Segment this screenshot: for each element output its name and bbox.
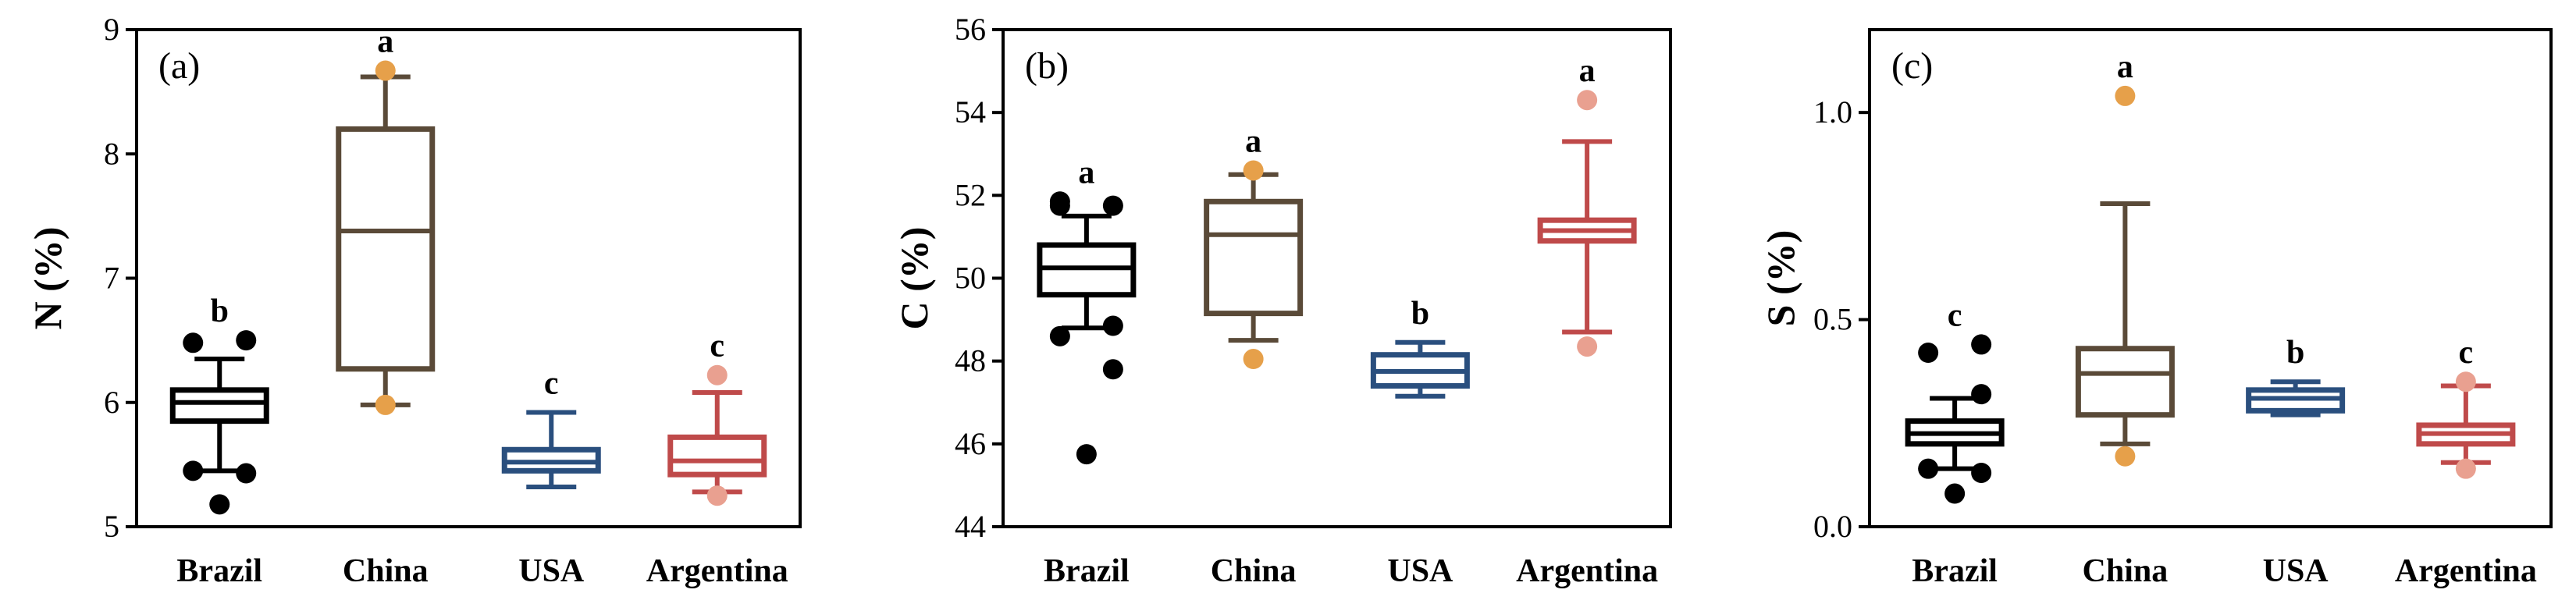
category-label: Brazil [1912, 553, 1998, 589]
outlier-point [236, 330, 257, 351]
box-usa: b [1370, 296, 1470, 399]
y-tick-label: 1.0 [1813, 94, 1852, 130]
y-tick-label: 8 [104, 136, 119, 171]
y-tick-label: 46 [955, 426, 986, 461]
y-tick-label: 5 [104, 509, 119, 544]
outlier-point [183, 332, 204, 353]
box-usa: c [501, 365, 601, 490]
outlier-point [1243, 349, 1264, 370]
significance-letter: b [2286, 335, 2304, 371]
significance-letter: a [2117, 49, 2133, 85]
y-tick-label: 7 [104, 261, 119, 296]
category-label: USA [518, 553, 585, 589]
category-label: Brazil [1044, 553, 1130, 589]
category-label: Brazil [176, 553, 262, 589]
box-iqr [2075, 346, 2175, 418]
box-brazil: b [169, 293, 269, 515]
significance-letter: a [1078, 155, 1094, 190]
category-label: China [1211, 553, 1297, 589]
box-iqr [667, 434, 767, 478]
panel-label: (a) [158, 45, 200, 87]
outlier-point [2115, 446, 2136, 467]
outlier-point [1944, 483, 1966, 504]
outlier-point [706, 364, 728, 385]
outlier-point [375, 60, 396, 81]
y-axis-title: C (%) [892, 227, 936, 330]
outlier-point [1971, 384, 1992, 405]
outlier-point [2455, 458, 2476, 479]
box-china: a [336, 24, 436, 415]
category-label: Argentina [1516, 553, 1658, 589]
outlier-point [1577, 336, 1598, 357]
outlier-point [2455, 371, 2476, 393]
outlier-point [1102, 359, 1123, 380]
significance-letter: a [1245, 123, 1261, 159]
y-tick-label: 44 [955, 509, 986, 544]
category-label: China [2083, 553, 2169, 589]
panel-b: 44 46 48 50 52 54 56 C (%) (b) a Brazil a China b USA a… [892, 12, 1672, 589]
outlier-point [1243, 160, 1264, 181]
panel-label: (c) [1891, 45, 1933, 87]
significance-letter: c [1948, 297, 1962, 333]
outlier-point [1971, 334, 1992, 355]
outlier-point [183, 460, 204, 481]
box-china: a [1204, 123, 1304, 370]
category-label: USA [1387, 553, 1453, 589]
y-tick-label: 56 [955, 12, 986, 47]
y-axis-title: S (%) [1759, 230, 1802, 327]
box-brazil: c [1905, 297, 2005, 504]
outlier-point [1971, 462, 1992, 483]
outlier-point [1102, 195, 1123, 216]
box-iqr [336, 126, 436, 372]
y-tick-label: 54 [955, 94, 986, 130]
significance-letter: a [1579, 53, 1596, 89]
significance-letter: c [544, 365, 559, 401]
panel-a: 5 6 7 8 9 N (%) (a) b Brazil a China c USA c Argentina [26, 12, 802, 589]
category-label: China [343, 553, 429, 589]
box-iqr [169, 387, 269, 425]
panel-label: (b) [1025, 45, 1069, 87]
box-argentina: c [2416, 335, 2516, 479]
significance-letter: a [377, 24, 393, 60]
plot-frame [1868, 28, 2553, 528]
significance-letter: c [2459, 335, 2474, 371]
y-tick-label: 0.5 [1813, 302, 1852, 337]
outlier-point [1076, 444, 1097, 465]
significance-letter: c [710, 329, 724, 364]
box-argentina: a [1537, 53, 1637, 357]
y-tick-label: 9 [104, 12, 119, 47]
outlier-point [209, 494, 230, 515]
y-tick-label: 52 [955, 177, 986, 212]
y-tick-label: 0.0 [1813, 509, 1852, 544]
significance-letter: b [211, 293, 229, 329]
outlier-point [706, 485, 728, 506]
category-label: Argentina [2395, 553, 2537, 589]
box-brazil: a [1037, 155, 1137, 465]
box-iqr [1204, 198, 1304, 317]
outlier-point [1049, 191, 1070, 212]
y-tick-label: 48 [955, 343, 986, 378]
outlier-point [1102, 315, 1123, 336]
outlier-point [1918, 458, 1939, 479]
box-usa: b [2246, 335, 2346, 417]
panel-c: 0.0 0.5 1.0 S (%) (c) c Brazil a China b USA c Argen… [1759, 28, 2553, 589]
y-axis-title: N (%) [26, 227, 69, 330]
outlier-point [236, 463, 257, 484]
y-tick-label: 50 [955, 261, 986, 296]
outlier-point [1049, 325, 1070, 346]
outlier-point [375, 394, 396, 415]
outlier-point [1918, 343, 1939, 364]
box-china: a [2075, 49, 2175, 467]
outlier-point [2115, 85, 2136, 106]
significance-letter: b [1411, 296, 1429, 332]
outlier-point [1577, 90, 1598, 111]
box-argentina: c [667, 329, 767, 506]
y-tick-label: 6 [104, 385, 119, 420]
category-label: USA [2263, 553, 2329, 589]
category-label: Argentina [646, 553, 788, 589]
